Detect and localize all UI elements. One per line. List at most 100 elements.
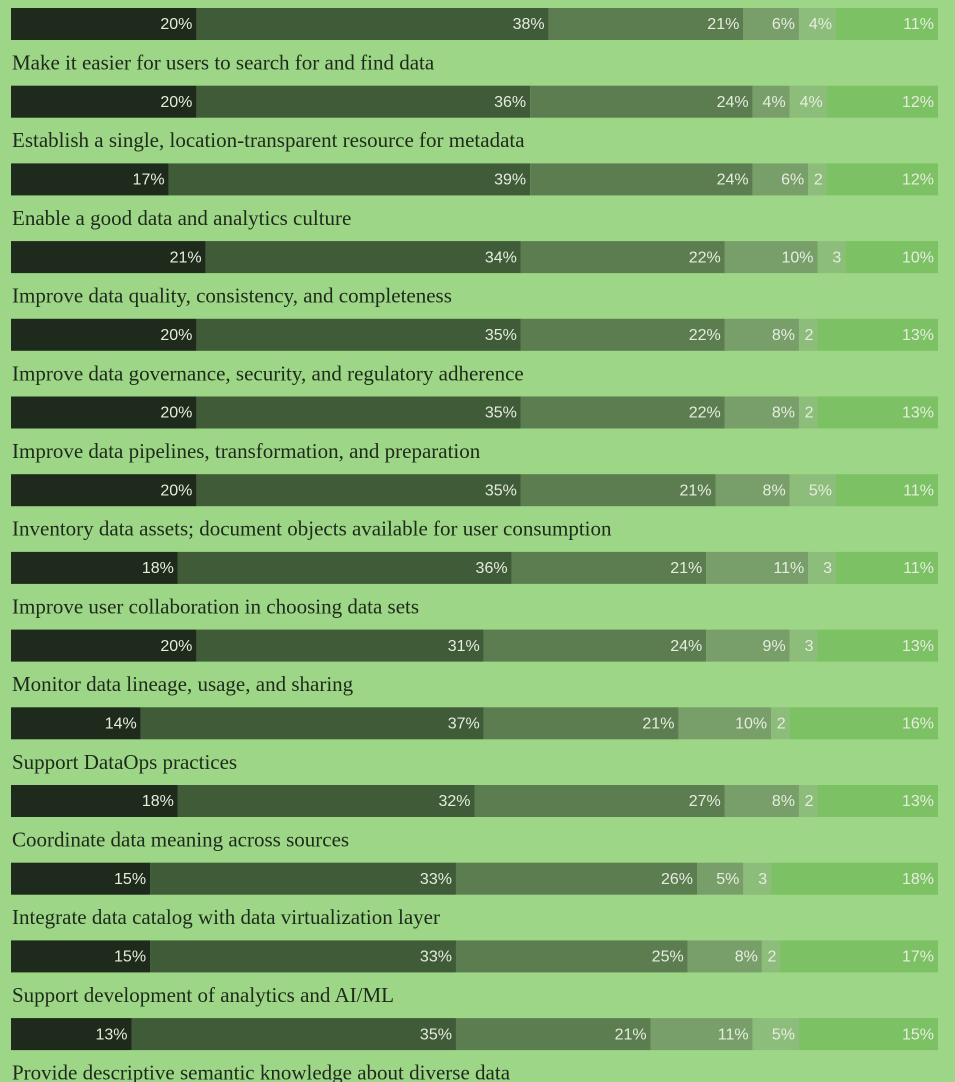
segment-label: 4% xyxy=(809,16,832,33)
bar-segment xyxy=(196,396,521,429)
category-label: Support DataOps practices xyxy=(12,750,237,774)
segment-label: 35% xyxy=(485,405,517,422)
segment-label: 3 xyxy=(823,560,832,577)
bar-segment xyxy=(752,163,809,196)
segment-label: 10% xyxy=(781,249,813,266)
segment-label: 11% xyxy=(903,16,934,33)
segment-label: 13% xyxy=(902,793,934,810)
bar-segment xyxy=(706,629,790,662)
segment-label: 20% xyxy=(160,405,192,422)
segment-label: 17% xyxy=(902,949,934,966)
category-label: Improve data governance, security, and r… xyxy=(12,361,524,385)
segment-label: 35% xyxy=(420,1026,452,1043)
bar-segment xyxy=(771,707,790,740)
segment-label: 39% xyxy=(494,172,526,189)
segment-label: 15% xyxy=(114,871,146,888)
bar-segment xyxy=(798,785,818,817)
segment-label: 18% xyxy=(142,560,174,577)
bar-segment xyxy=(548,8,744,40)
bar-segment xyxy=(789,474,837,507)
segment-label: 6% xyxy=(781,172,804,189)
bar-segment xyxy=(520,241,725,274)
segment-label: 6% xyxy=(772,16,795,33)
bar-segment xyxy=(789,707,938,740)
segment-label: 2 xyxy=(805,405,814,422)
segment-label: 21% xyxy=(642,716,674,733)
bar-segment xyxy=(752,1018,799,1051)
segment-label: 21% xyxy=(170,249,202,266)
bar-segment xyxy=(177,551,512,584)
segment-label: 22% xyxy=(689,405,721,422)
category-label: Establish a single, location-transparent… xyxy=(12,128,525,152)
bar-segment xyxy=(455,1018,651,1051)
bar-segment xyxy=(715,474,790,507)
bar-segment xyxy=(11,862,151,895)
segment-label: 5% xyxy=(772,1026,795,1043)
segment-label: 14% xyxy=(105,716,137,733)
bar-segment xyxy=(789,629,818,662)
segment-label: 16% xyxy=(902,716,934,733)
bar-segment xyxy=(483,629,707,662)
bar-segment xyxy=(761,940,781,973)
segment-label: 8% xyxy=(763,482,786,499)
bar-segment xyxy=(205,241,521,274)
segment-label: 10% xyxy=(735,716,767,733)
segment-label: 24% xyxy=(670,638,702,655)
bar-segment xyxy=(177,785,475,817)
bar-segment xyxy=(11,551,178,584)
segment-label: 12% xyxy=(902,172,934,189)
bar-segment xyxy=(752,85,790,118)
bar-segment xyxy=(845,241,938,274)
segment-label: 18% xyxy=(142,793,174,810)
bar-segment xyxy=(808,551,837,584)
segment-label: 27% xyxy=(689,793,721,810)
segment-label: 20% xyxy=(160,482,192,499)
bar-segment xyxy=(706,551,809,584)
bar-segment xyxy=(196,629,484,662)
bar-segment xyxy=(140,707,484,740)
segment-label: 33% xyxy=(420,949,452,966)
bar-segment xyxy=(817,785,938,817)
category-label: Coordinate data meaning across sources xyxy=(12,828,349,852)
category-label: Enable a good data and analytics culture xyxy=(12,206,351,230)
bar-segment xyxy=(11,85,197,118)
category-label: Improve data pipelines, transformation, … xyxy=(12,439,481,463)
segment-label: 11% xyxy=(903,560,934,577)
segment-label: 5% xyxy=(716,871,739,888)
bar-segment xyxy=(196,474,521,507)
bar-segment xyxy=(836,551,938,584)
segment-label: 21% xyxy=(707,16,739,33)
segment-label: 22% xyxy=(689,327,721,344)
segment-label: 24% xyxy=(717,172,749,189)
bar-segment xyxy=(11,241,206,274)
segment-label: 20% xyxy=(160,638,192,655)
bar-segment xyxy=(817,629,938,662)
bar-segment xyxy=(724,318,799,351)
bar-segment xyxy=(724,785,799,817)
segment-label: 4% xyxy=(800,94,823,111)
bar-segment xyxy=(150,940,456,973)
bar-segment xyxy=(826,85,938,118)
bar-segment xyxy=(11,785,178,817)
segment-label: 13% xyxy=(95,1026,127,1043)
segment-label: 10% xyxy=(902,249,934,266)
segment-label: 2 xyxy=(814,172,823,189)
bar-segment xyxy=(724,396,799,429)
segment-label: 3 xyxy=(832,249,841,266)
bar-segment xyxy=(650,1018,753,1051)
bar-segment xyxy=(836,474,938,507)
bar-segment xyxy=(196,8,549,40)
bar-segment xyxy=(696,862,744,895)
category-label: Provide descriptive semantic knowledge a… xyxy=(12,1061,511,1082)
segment-label: 15% xyxy=(902,1026,934,1043)
bar-segment xyxy=(455,862,697,895)
bar-segment xyxy=(196,318,521,351)
category-label: Inventory data assets; document objects … xyxy=(12,517,612,541)
bar-segment xyxy=(131,1018,456,1051)
bar-segment xyxy=(687,940,762,973)
segment-label: 15% xyxy=(114,949,146,966)
bar-segment xyxy=(798,396,818,429)
bar-segment xyxy=(11,318,197,351)
segment-label: 21% xyxy=(670,560,702,577)
